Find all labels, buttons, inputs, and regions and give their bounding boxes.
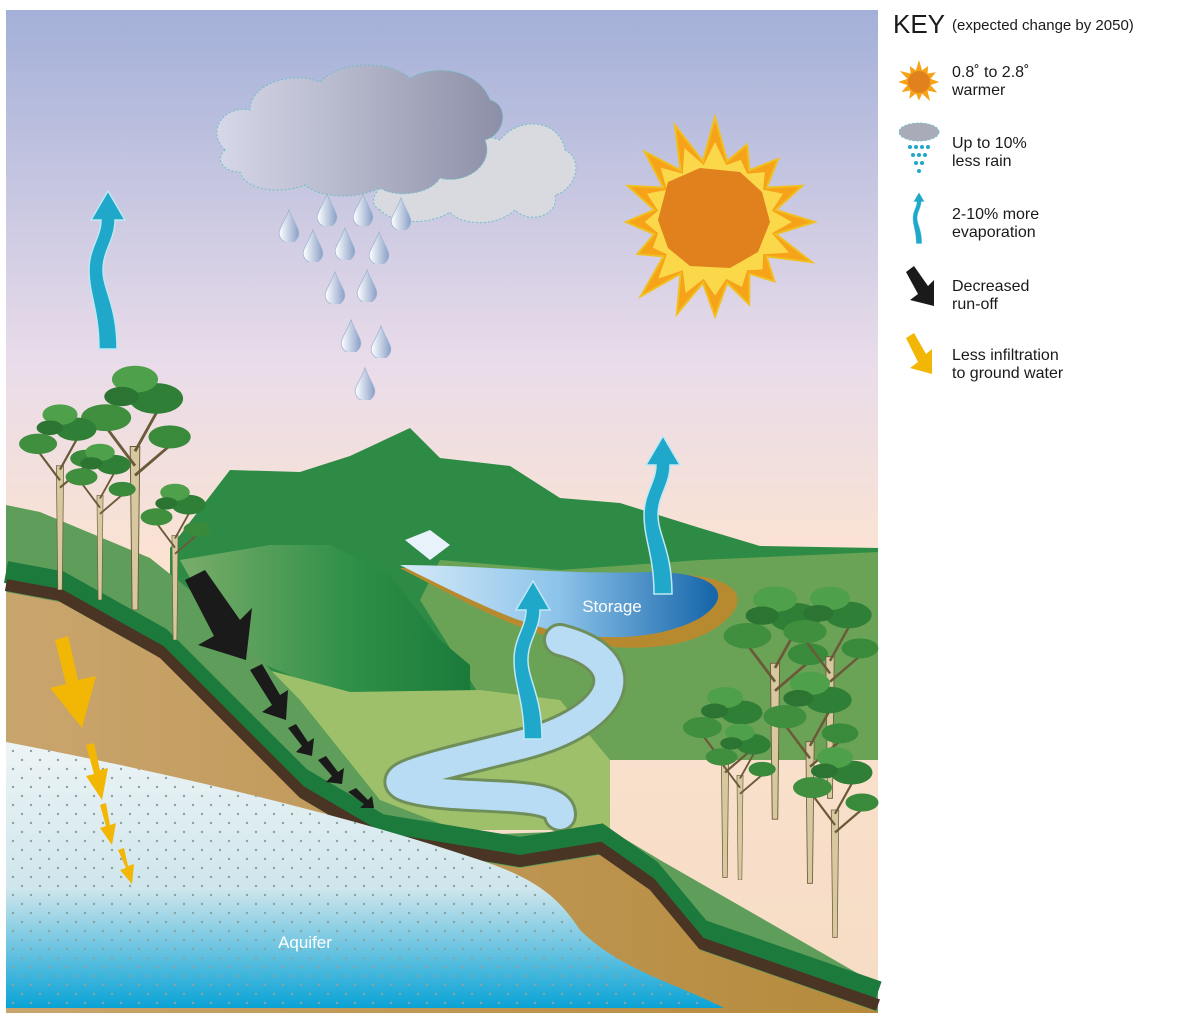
- illustration: Storage Aquifer: [6, 10, 879, 1013]
- aquifer-label: Aquifer: [278, 933, 332, 952]
- storage-label: Storage: [582, 597, 642, 616]
- key-runoff-icon: [906, 266, 934, 306]
- key: KEY (expected change by 2050) 0.8˚ to 2.…: [893, 9, 1134, 382]
- key-infiltration-icon: [906, 333, 932, 374]
- key-evaporation-icon: [913, 192, 925, 243]
- key-label: 2-10% more: [952, 206, 1039, 223]
- key-label: evaporation: [952, 224, 1036, 241]
- key-sun-icon: [898, 60, 939, 101]
- key-subtitle: (expected change by 2050): [952, 17, 1134, 34]
- key-label: warmer: [951, 82, 1006, 99]
- key-label: 0.8˚ to 2.8˚: [952, 64, 1029, 81]
- key-label: Up to 10%: [952, 135, 1027, 152]
- key-title: KEY: [893, 9, 945, 39]
- key-label: to ground water: [952, 365, 1064, 382]
- key-label: less rain: [952, 153, 1012, 170]
- key-rain-icon: [899, 123, 939, 173]
- key-label: Decreased: [952, 278, 1029, 295]
- key-label: Less infiltration: [952, 347, 1059, 364]
- key-label: run-off: [952, 296, 999, 313]
- page: Storage Aquifer KEY (expected change by …: [0, 0, 1192, 1013]
